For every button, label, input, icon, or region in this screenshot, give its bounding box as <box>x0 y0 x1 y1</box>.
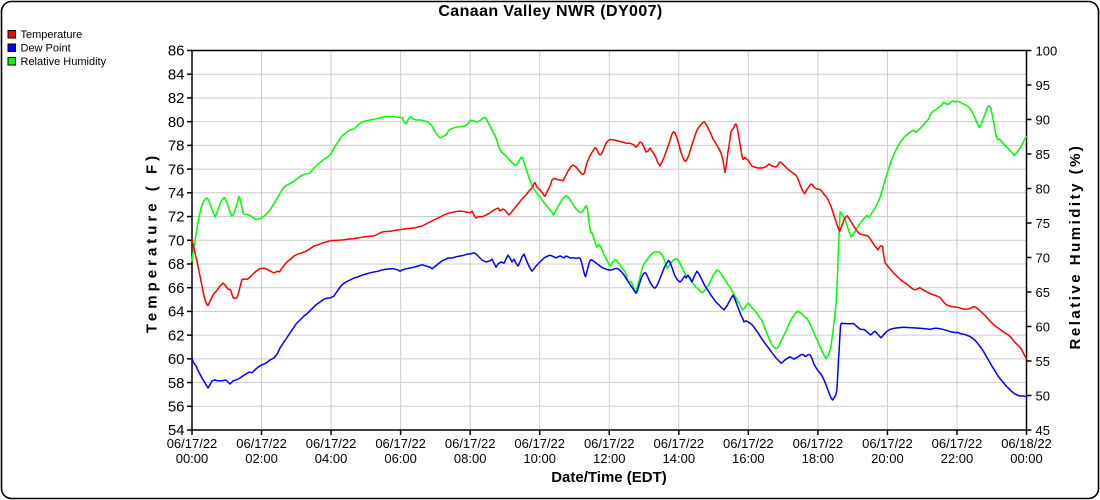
svg-text:06/17/22: 06/17/22 <box>932 436 983 451</box>
svg-text:06/17/22: 06/17/22 <box>793 436 844 451</box>
svg-text:54: 54 <box>168 422 185 439</box>
svg-text:75: 75 <box>1036 216 1050 231</box>
svg-text:Temperature ( F): Temperature ( F) <box>144 152 161 333</box>
svg-text:06/17/22: 06/17/22 <box>236 436 287 451</box>
svg-text:72: 72 <box>168 209 185 226</box>
svg-text:58: 58 <box>168 375 185 392</box>
svg-text:Date/Time (EDT): Date/Time (EDT) <box>551 469 667 486</box>
svg-text:06/17/22: 06/17/22 <box>514 436 565 451</box>
svg-text:14:00: 14:00 <box>663 451 696 466</box>
svg-text:Relative Humidity: Relative Humidity <box>21 56 107 68</box>
svg-text:65: 65 <box>1036 285 1050 300</box>
svg-text:70: 70 <box>168 232 185 249</box>
svg-text:74: 74 <box>168 185 185 202</box>
svg-text:68: 68 <box>168 256 185 273</box>
svg-text:80: 80 <box>168 114 185 131</box>
svg-text:06/17/22: 06/17/22 <box>306 436 357 451</box>
svg-text:06/17/22: 06/17/22 <box>445 436 496 451</box>
svg-text:100: 100 <box>1036 43 1058 58</box>
svg-text:84: 84 <box>168 66 185 83</box>
svg-text:02:00: 02:00 <box>245 451 278 466</box>
svg-text:95: 95 <box>1036 78 1050 93</box>
svg-text:45: 45 <box>1036 423 1050 438</box>
svg-text:06/17/22: 06/17/22 <box>862 436 913 451</box>
svg-text:55: 55 <box>1036 354 1050 369</box>
svg-text:06/17/22: 06/17/22 <box>167 436 218 451</box>
svg-text:06/17/22: 06/17/22 <box>375 436 426 451</box>
svg-text:85: 85 <box>1036 147 1050 162</box>
svg-text:Dew Point: Dew Point <box>21 43 71 55</box>
svg-text:06:00: 06:00 <box>384 451 417 466</box>
svg-text:00:00: 00:00 <box>1010 451 1043 466</box>
svg-text:12:00: 12:00 <box>593 451 626 466</box>
svg-text:06/18/22: 06/18/22 <box>1001 436 1052 451</box>
svg-text:86: 86 <box>168 43 185 60</box>
svg-text:06/17/22: 06/17/22 <box>653 436 704 451</box>
svg-text:18:00: 18:00 <box>802 451 835 466</box>
svg-text:Temperature: Temperature <box>21 29 83 41</box>
svg-text:80: 80 <box>1036 181 1050 196</box>
svg-text:20:00: 20:00 <box>871 451 904 466</box>
svg-text:06/17/22: 06/17/22 <box>584 436 635 451</box>
svg-text:62: 62 <box>168 327 185 344</box>
svg-text:82: 82 <box>168 90 185 107</box>
svg-text:66: 66 <box>168 280 185 297</box>
svg-text:Canaan Valley NWR (DY007): Canaan Valley NWR (DY007) <box>438 3 662 20</box>
svg-text:16:00: 16:00 <box>732 451 765 466</box>
svg-text:64: 64 <box>168 304 185 321</box>
svg-text:50: 50 <box>1036 388 1050 403</box>
svg-text:00:00: 00:00 <box>176 451 209 466</box>
svg-text:90: 90 <box>1036 112 1050 127</box>
svg-text:56: 56 <box>168 398 185 415</box>
svg-text:60: 60 <box>168 351 185 368</box>
svg-text:78: 78 <box>168 138 185 155</box>
svg-text:08:00: 08:00 <box>454 451 487 466</box>
svg-text:60: 60 <box>1036 319 1050 334</box>
svg-text:04:00: 04:00 <box>315 451 348 466</box>
svg-text:22:00: 22:00 <box>941 451 974 466</box>
svg-text:06/17/22: 06/17/22 <box>723 436 774 451</box>
svg-text:Relative Humidity (%): Relative Humidity (%) <box>1067 144 1084 350</box>
svg-text:10:00: 10:00 <box>523 451 556 466</box>
svg-text:76: 76 <box>168 161 185 178</box>
svg-text:70: 70 <box>1036 250 1050 265</box>
